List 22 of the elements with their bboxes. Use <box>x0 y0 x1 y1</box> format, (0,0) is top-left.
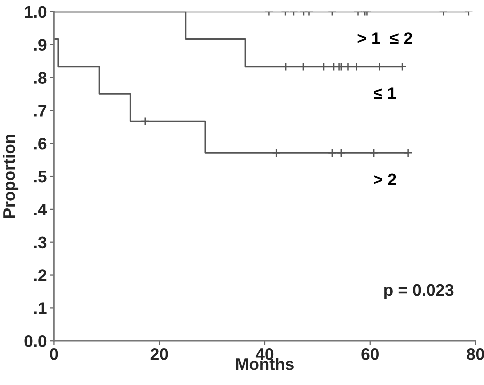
y-tick-label: .1 <box>34 302 47 314</box>
y-tick-label: .9 <box>34 39 47 52</box>
series-label: > 1 ≤ 2 <box>358 32 412 44</box>
x-tick-label: 20 <box>150 348 168 360</box>
series-label: > 2 <box>374 174 396 186</box>
y-tick-label: .6 <box>34 138 47 150</box>
y-tick-label: .8 <box>34 72 47 84</box>
x-tick-label: 60 <box>362 348 379 360</box>
annotation: p = 0.023 <box>384 284 454 300</box>
x-tick-label: 80 <box>467 348 484 360</box>
y-tick-label: .2 <box>34 270 47 282</box>
x-tick-label: 40 <box>256 348 274 360</box>
y-tick-label: 0.0 <box>24 336 47 348</box>
x-axis-title: Months <box>236 358 294 370</box>
y-axis-title: Proportion <box>3 134 19 218</box>
y-tick-label: 1.0 <box>25 6 47 18</box>
series-label: ≤ 1 <box>374 88 396 100</box>
y-tick-label: .3 <box>34 236 47 249</box>
x-tick-label: 0 <box>50 348 58 360</box>
y-tick-label: .5 <box>34 171 47 183</box>
y-tick-label: .4 <box>34 204 48 216</box>
y-tick-label: .7 <box>34 105 47 117</box>
